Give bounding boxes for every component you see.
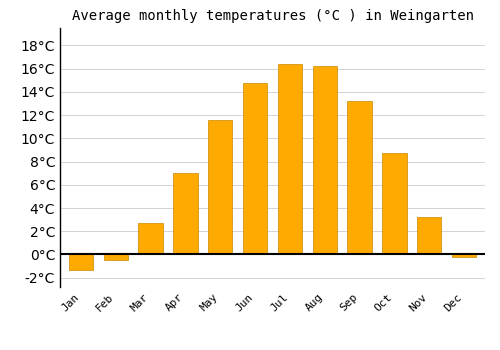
Bar [452, 254, 476, 257]
Bar [382, 153, 406, 254]
Bar [312, 66, 337, 254]
Bar [417, 217, 442, 254]
Bar [173, 173, 198, 254]
Bar [104, 254, 128, 260]
Bar [243, 83, 268, 254]
Bar [208, 120, 233, 254]
Title: Average monthly temperatures (°C ) in Weingarten: Average monthly temperatures (°C ) in We… [72, 9, 473, 23]
Bar [138, 223, 163, 254]
Bar [278, 64, 302, 254]
Bar [68, 254, 93, 270]
Bar [348, 101, 372, 254]
